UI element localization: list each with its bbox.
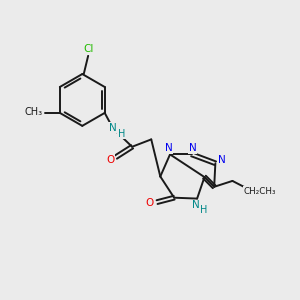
Text: CH₂CH₃: CH₂CH₃ xyxy=(244,187,276,196)
Text: N: N xyxy=(218,155,226,165)
Text: O: O xyxy=(106,155,114,165)
Text: H: H xyxy=(118,128,125,139)
Text: O: O xyxy=(145,198,153,208)
Text: N: N xyxy=(188,143,196,153)
Text: N: N xyxy=(109,123,117,133)
Text: CH₃: CH₃ xyxy=(24,107,42,117)
Text: Cl: Cl xyxy=(83,44,93,54)
Text: N: N xyxy=(165,143,172,153)
Text: N: N xyxy=(192,200,200,210)
Text: H: H xyxy=(200,206,207,215)
